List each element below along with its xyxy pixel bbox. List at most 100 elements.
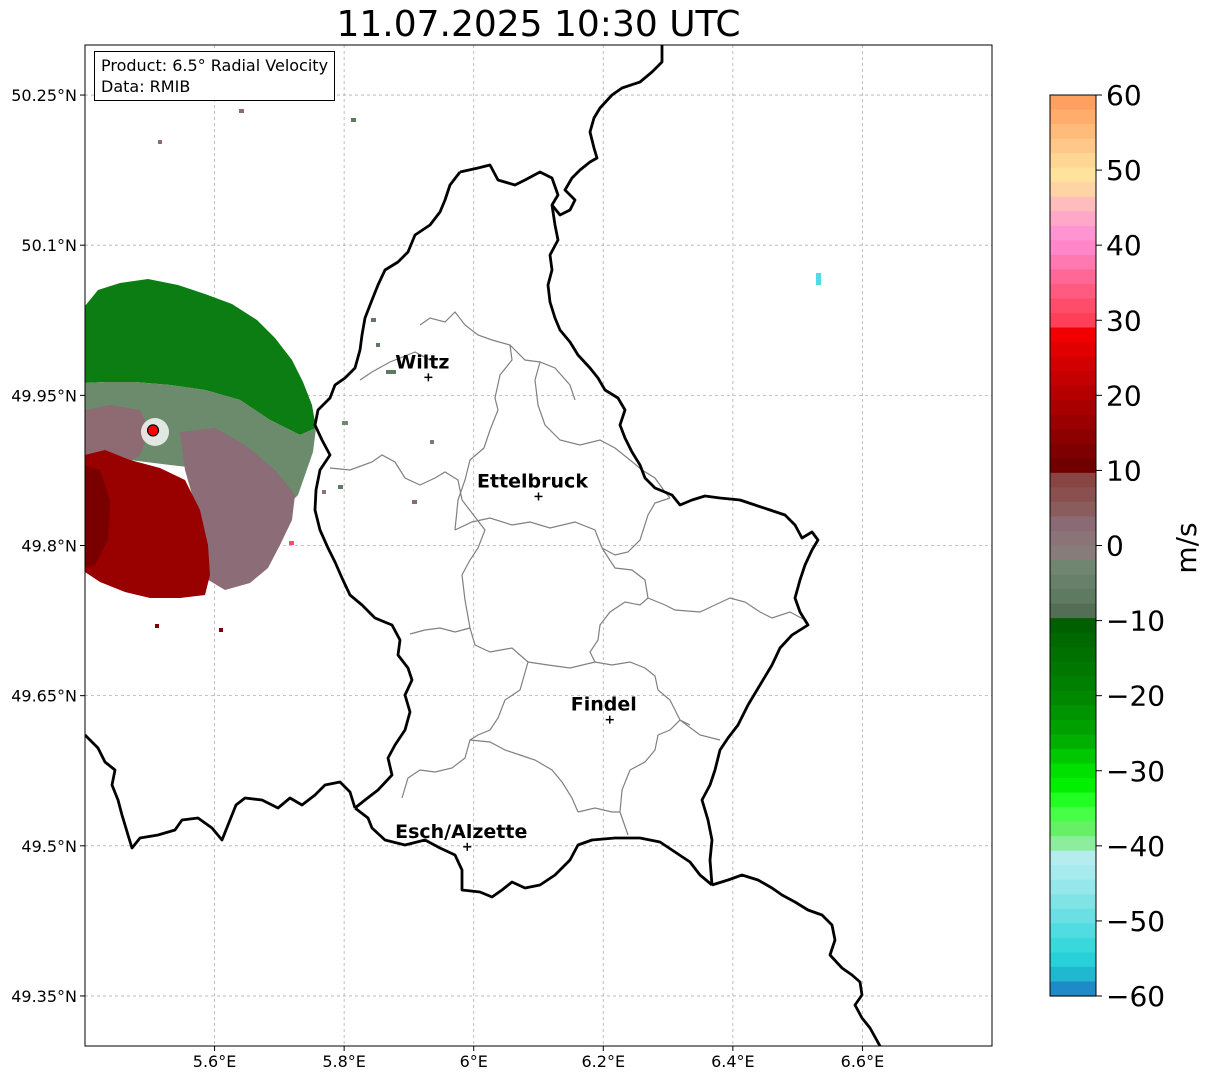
colorbar-segment bbox=[1050, 312, 1096, 329]
colorbar-segment bbox=[1050, 138, 1096, 154]
city-label: Wiltz bbox=[395, 351, 449, 373]
colorbar-segment bbox=[1050, 923, 1096, 939]
y-tick-label: 49.65°N bbox=[11, 687, 77, 706]
colorbar-segment bbox=[1050, 879, 1096, 895]
colorbar-segment bbox=[1050, 865, 1096, 881]
colorbar-tick-label: 40 bbox=[1106, 229, 1142, 262]
colorbar-segment bbox=[1050, 472, 1096, 488]
echo-speck bbox=[239, 109, 244, 113]
city-label: Findel bbox=[571, 694, 637, 716]
colorbar-segment bbox=[1050, 414, 1096, 430]
echo-speck bbox=[376, 343, 380, 347]
colorbar-segment bbox=[1050, 385, 1096, 401]
colorbar-segment bbox=[1050, 545, 1096, 561]
product-label: Product: 6.5° Radial Velocity bbox=[101, 56, 329, 75]
colorbar-segment bbox=[1050, 211, 1096, 227]
colorbar-segment bbox=[1050, 734, 1096, 750]
colorbar-segment bbox=[1050, 95, 1096, 111]
x-tick-label: 6.4°E bbox=[711, 1052, 755, 1071]
colorbar-tick-label: −40 bbox=[1106, 830, 1165, 863]
colorbar-segment bbox=[1050, 894, 1096, 910]
colorbar-segment bbox=[1050, 487, 1096, 503]
colorbar-segment bbox=[1050, 356, 1096, 372]
colorbar-segment bbox=[1050, 807, 1096, 823]
y-tick-label: 49.5°N bbox=[21, 837, 77, 856]
colorbar-segment bbox=[1050, 501, 1096, 518]
colorbar-segment bbox=[1050, 167, 1096, 183]
colorbar-segment bbox=[1050, 254, 1096, 270]
echo-speck bbox=[386, 370, 396, 374]
echo-red-lobe bbox=[85, 450, 210, 598]
x-tick-label: 6.6°E bbox=[841, 1052, 885, 1071]
city-label: Ettelbruck bbox=[477, 470, 588, 492]
x-tick-label: 5.8°E bbox=[322, 1052, 366, 1071]
colorbar-segment bbox=[1050, 763, 1096, 779]
luxembourg-national-border bbox=[313, 45, 820, 899]
radar-site-marker[interactable] bbox=[146, 424, 160, 437]
city-findel[interactable]: Findel bbox=[571, 694, 637, 724]
cantonal-boundaries bbox=[329, 311, 806, 836]
colorbar-segment bbox=[1050, 792, 1096, 808]
echo-mauve-east bbox=[180, 428, 295, 590]
echo-speck bbox=[342, 421, 348, 425]
colorbar-segment bbox=[1050, 153, 1096, 169]
x-tick-label: 6.2°E bbox=[582, 1052, 626, 1071]
y-tick-label: 49.95°N bbox=[11, 386, 77, 405]
y-tick-label: 50.25°N bbox=[11, 86, 77, 105]
colorbar-segment bbox=[1050, 371, 1096, 387]
echo-speck bbox=[158, 140, 162, 144]
colorbar-tick-label: 50 bbox=[1106, 154, 1142, 187]
colorbar-segment bbox=[1050, 937, 1096, 954]
city-wiltz[interactable]: Wiltz bbox=[395, 351, 449, 382]
colorbar-segment bbox=[1050, 429, 1096, 445]
colorbar-segment bbox=[1050, 124, 1096, 140]
echo-speck bbox=[322, 490, 326, 494]
y-tick-label: 49.35°N bbox=[11, 987, 77, 1006]
echo-speck bbox=[289, 541, 294, 545]
echo-speck bbox=[219, 628, 223, 632]
colorbar-tick-label: 20 bbox=[1106, 379, 1142, 412]
velocity-echo bbox=[85, 109, 821, 632]
colorbar-segment bbox=[1050, 748, 1096, 765]
colorbar-segment bbox=[1050, 443, 1096, 459]
colorbar-segment bbox=[1050, 458, 1096, 474]
colorbar-tick-label: 60 bbox=[1106, 79, 1142, 112]
colorbar-segment bbox=[1050, 705, 1096, 721]
colorbar-segment bbox=[1050, 632, 1096, 648]
colorbar-tick-label: 30 bbox=[1106, 304, 1142, 337]
colorbar-tick-label: 0 bbox=[1106, 530, 1124, 563]
borders bbox=[85, 45, 882, 1046]
colorbar-label: m/s bbox=[1170, 522, 1203, 573]
colorbar-segment bbox=[1050, 647, 1096, 663]
y-tick-label: 50.1°N bbox=[21, 236, 77, 255]
echo-dark-red-core bbox=[85, 465, 110, 568]
colorbar-tick-label: −30 bbox=[1106, 755, 1165, 788]
germany-france-border bbox=[711, 873, 882, 1046]
axis-ticks: 5.6°E 5.8°E 6°E 6.2°E 6.4°E 6.6°E 50.25°N 50.1°… bbox=[11, 86, 884, 1071]
colorbar-tick-label: 10 bbox=[1106, 454, 1142, 487]
colorbar-tick-label: −50 bbox=[1106, 905, 1165, 938]
colorbar-segment bbox=[1050, 821, 1096, 837]
echo-speck bbox=[371, 318, 376, 322]
colorbar-segment bbox=[1050, 283, 1096, 300]
colorbar-segment bbox=[1050, 966, 1096, 983]
info-box: Product: 6.5° Radial Velocity Data: RMIB bbox=[94, 51, 336, 101]
colorbar-segment bbox=[1050, 618, 1096, 634]
city-esch-alzette[interactable]: Esch/Alzette bbox=[395, 821, 527, 851]
colorbar-segment bbox=[1050, 269, 1096, 285]
echo-speck bbox=[351, 118, 356, 122]
colorbar-tick-label: −10 bbox=[1106, 605, 1165, 638]
belgium-france-border bbox=[85, 734, 357, 850]
map-title: 11.07.2025 10:30 UTC bbox=[336, 4, 741, 45]
y-tick-label: 49.8°N bbox=[21, 537, 77, 556]
echo-speck bbox=[338, 485, 343, 489]
echo-green-cap bbox=[85, 279, 316, 435]
colorbar-segment bbox=[1050, 676, 1096, 692]
colorbar-tick-label: −60 bbox=[1106, 980, 1165, 1013]
city-ettelbruck[interactable]: Ettelbruck bbox=[477, 470, 588, 501]
colorbar-segment bbox=[1050, 836, 1096, 852]
city-markers: Wiltz Ettelbruck Findel Esch/Alzette bbox=[395, 351, 637, 851]
colorbar-segment bbox=[1050, 589, 1096, 605]
colorbar-segment bbox=[1050, 516, 1096, 532]
